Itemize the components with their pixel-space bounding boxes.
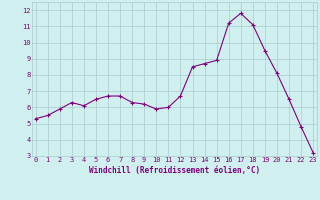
X-axis label: Windchill (Refroidissement éolien,°C): Windchill (Refroidissement éolien,°C): [89, 166, 260, 175]
